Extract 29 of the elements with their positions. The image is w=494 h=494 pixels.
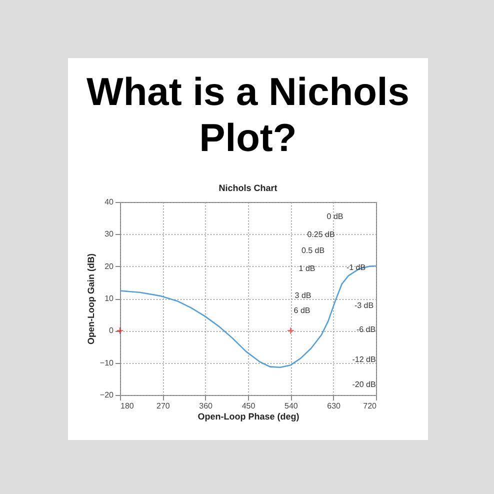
y-tick-label: −10 xyxy=(100,358,114,368)
x-tick-label: 450 xyxy=(242,402,256,410)
annotation: -6 dB xyxy=(356,325,376,334)
line-series xyxy=(119,265,377,368)
annotation: 6 dB xyxy=(294,306,310,315)
chart-title: What is a Nichols Plot? xyxy=(86,70,410,162)
y-tick-label: 10 xyxy=(104,294,114,303)
y-tick-label: −20 xyxy=(100,390,114,400)
y-tick-label: 0 xyxy=(109,326,114,336)
annotation: 0.5 dB xyxy=(301,246,325,255)
annotation: 1 dB xyxy=(298,264,316,273)
annotation: 0.25 dB xyxy=(307,230,335,239)
x-tick-label: 360 xyxy=(199,402,214,410)
x-tick-label: 540 xyxy=(284,402,298,410)
chart-subtitle: Nichols Chart xyxy=(218,183,278,193)
annotation: -12 dB xyxy=(352,355,376,364)
annotation: -3 dB xyxy=(354,301,374,310)
y-tick-label: 20 xyxy=(104,262,114,271)
x-tick-label: 630 xyxy=(327,402,342,410)
y-tick-label: 30 xyxy=(104,230,114,239)
y-axis-title: Open-Loop Gain (dB) xyxy=(86,254,96,344)
annotation: 0 dB xyxy=(326,212,344,221)
x-axis-title: Open-Loop Phase (deg) xyxy=(198,412,300,422)
x-tick-label: 180 xyxy=(120,402,134,410)
y-tick-label: 40 xyxy=(104,198,114,206)
annotation: 3 dB xyxy=(294,291,312,300)
annotation: -20 dB xyxy=(352,380,376,389)
x-tick-label: 720 xyxy=(363,402,378,410)
x-tick-label: 270 xyxy=(156,402,170,410)
